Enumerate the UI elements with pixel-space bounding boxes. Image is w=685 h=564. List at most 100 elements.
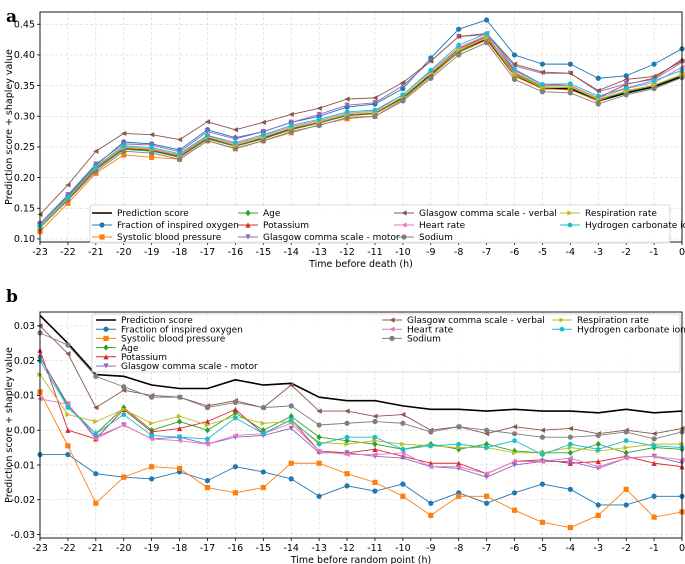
data-point [344,102,350,108]
data-point [567,524,573,531]
data-point [511,458,518,465]
y-tick-label: -0.03 [10,530,35,541]
panel-label: b [6,287,18,307]
data-point [623,449,629,457]
data-point [204,418,211,425]
data-point [511,61,518,67]
data-point [540,81,545,87]
data-point [176,425,183,432]
data-point [484,427,490,433]
data-point [372,100,378,106]
data-point [651,493,657,499]
data-point [372,438,378,444]
data-point [484,17,490,23]
data-point [288,425,294,432]
data-point [428,512,434,518]
data-point [176,465,183,472]
legend-label: Fraction of inspired oxygen [121,325,243,335]
data-point [456,460,462,466]
legend-label: Systolic blood pressure [117,233,222,243]
series-prediction-score [39,38,683,228]
data-point [288,476,294,482]
data-point [567,61,573,67]
data-point [149,436,155,442]
series-glasgow-comma-scale-motor [37,354,685,480]
x-tick-label: -23 [32,247,48,258]
legend-marker [401,222,407,228]
data-point [623,85,629,91]
data-point [65,342,71,348]
data-point [511,431,518,437]
data-point [344,450,350,456]
data-point [651,460,657,466]
data-point [260,427,266,434]
data-point [456,493,462,499]
data-point [316,493,322,499]
data-point [233,415,238,421]
data-point [260,420,266,426]
data-point [595,458,601,465]
data-point [344,408,350,414]
data-point [204,422,211,428]
series-line [39,36,683,229]
data-point [651,86,657,92]
data-point [149,432,154,439]
legend-label: Glasgow comma scale - verbal [407,316,545,326]
legend-marker [401,210,407,216]
series-hydrogen-carbonate-ion [37,358,685,458]
data-point [344,471,350,477]
data-point [428,67,434,73]
x-tick-label: -12 [339,543,355,554]
data-point [400,493,406,499]
legend-label: Respiration rate [585,209,657,219]
data-point [232,406,238,412]
x-tick-label: -16 [228,543,244,554]
legend-entry: Potassium [96,353,167,363]
data-point [204,484,211,491]
x-tick-label: -8 [454,543,463,554]
legend-entry: Age [238,209,281,219]
legend-label: Age [263,209,281,219]
x-tick-label: -10 [395,543,411,554]
data-point [204,441,211,447]
y-axis-label: Prediction score + shapley value [4,49,15,205]
data-point [149,394,155,400]
series-line [40,454,682,506]
data-point [623,81,629,87]
data-point [623,76,629,83]
data-point [400,450,406,456]
data-point [568,81,573,87]
data-point [456,26,462,32]
data-point [232,136,238,142]
data-point [93,434,99,440]
legend-entry: Fraction of inspired oxygen [92,221,239,231]
data-point [623,502,629,508]
x-tick-label: -18 [172,247,188,258]
series-heart-rate [37,396,685,477]
data-point [484,471,490,477]
series-line [39,332,683,440]
data-point [372,451,378,458]
data-point [511,424,518,430]
legend-entry: Hydrogen carbonate ion [552,325,685,335]
data-point [484,445,489,451]
series-line [39,37,683,228]
data-point [567,70,573,76]
legend-entry: Prediction score [96,316,193,326]
series-line [39,374,682,454]
x-tick-label: -17 [200,247,216,258]
legend-entry: Respiration rate [560,209,657,219]
data-point [623,438,629,444]
x-tick-label: -3 [594,543,603,554]
y-tick-label: 0.15 [14,204,35,215]
legend-label: Heart rate [407,325,454,335]
data-point [623,92,629,98]
data-point [400,98,406,104]
x-tick-label: -6 [510,543,519,554]
data-point [596,446,601,452]
data-point [288,122,294,129]
x-tick-label: -2 [621,247,630,258]
data-point [595,502,601,508]
data-point [261,132,266,138]
y-tick-label: -0.01 [10,460,35,471]
